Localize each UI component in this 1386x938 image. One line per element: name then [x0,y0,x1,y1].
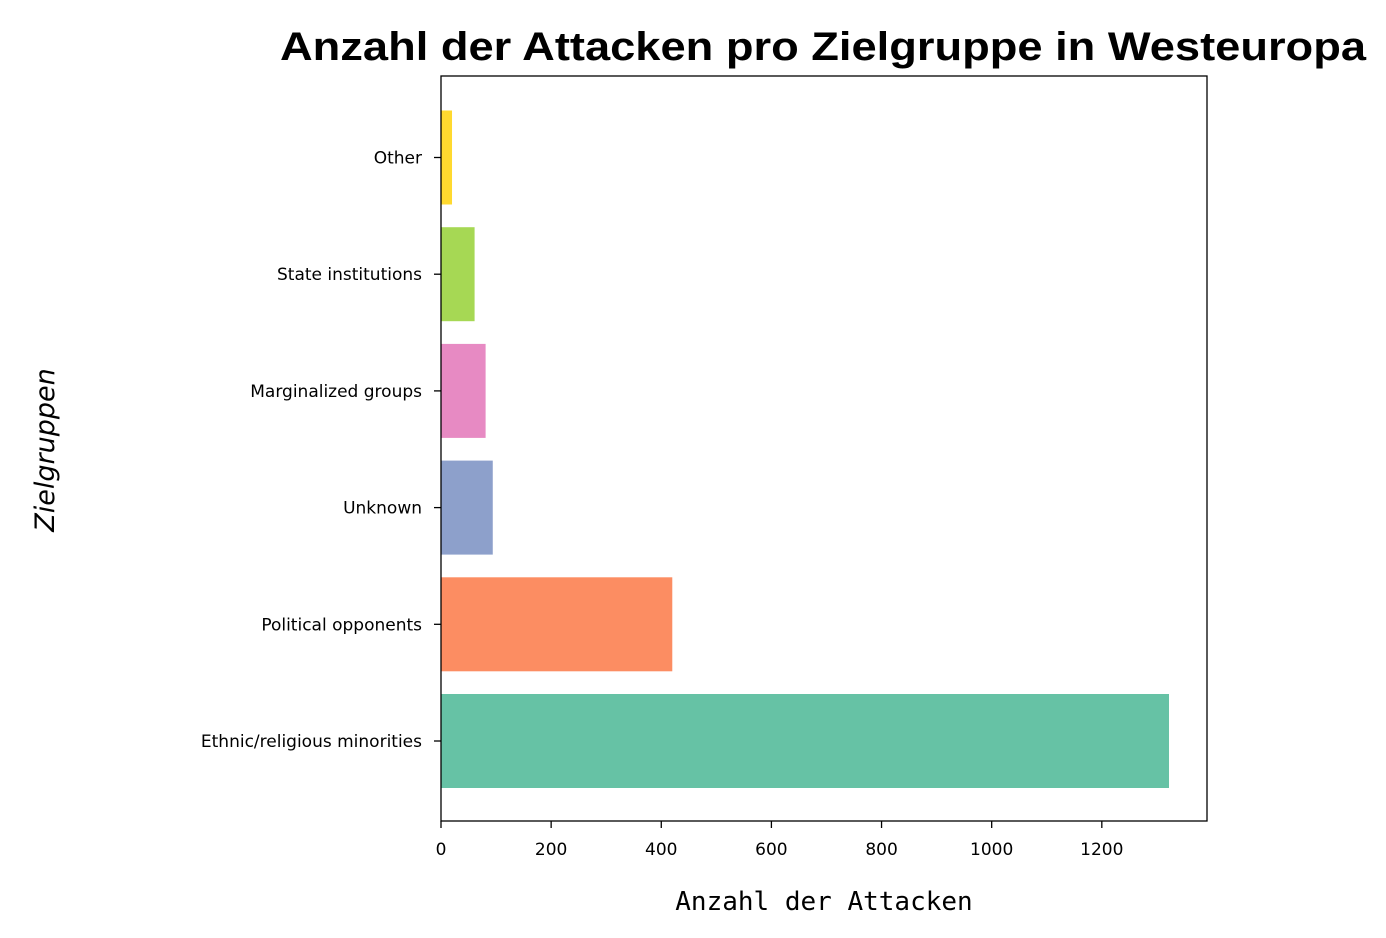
bar-marginalized-groups [441,343,486,438]
x-tick-label: 0 [436,840,447,860]
x-tick-label: 200 [535,840,567,860]
bar-other [441,110,453,205]
bars-group [441,110,1170,788]
x-ticks-group: 0 200 400 600 800 1000 1200 [436,821,1123,860]
y-tick-label: Ethnic/religious minorities [201,732,422,752]
y-tick-label: State institutions [277,265,422,285]
chart-title: Anzahl der Attacken pro Zielgruppe in We… [280,25,1367,69]
x-tick-label: 400 [645,840,677,860]
y-tick-label: Unknown [343,499,422,519]
plot-frame [440,75,1208,822]
y-ticks-group: Ethnic/religious minorities Political opp… [201,149,441,752]
x-tick-label: 1200 [1080,840,1123,860]
y-axis-label: Zielgruppen [30,368,61,532]
x-tick-label: 800 [865,840,897,860]
bar-ethnic-religious-minorities [441,694,1170,788]
bar-unknown [441,460,493,555]
y-tick-label: Marginalized groups [250,382,422,402]
x-tick-label: 600 [755,840,787,860]
x-tick-label: 1000 [970,840,1013,860]
bar-political-opponents [441,577,673,672]
bar-state-institutions [441,227,475,322]
x-axis-label: Anzahl der Attacken [675,887,972,917]
y-tick-label: Political opponents [261,615,422,635]
y-tick-label: Other [374,149,422,169]
